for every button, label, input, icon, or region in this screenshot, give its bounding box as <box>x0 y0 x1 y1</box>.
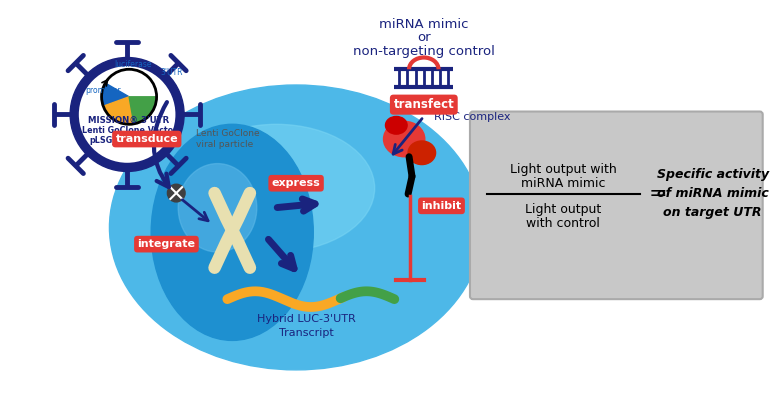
Text: =: = <box>648 184 667 204</box>
Text: Light output: Light output <box>525 203 601 216</box>
Text: integrate: integrate <box>137 239 196 249</box>
Circle shape <box>76 63 178 165</box>
Text: transfect: transfect <box>393 98 454 111</box>
Ellipse shape <box>385 116 407 134</box>
Text: Lenti GoClone
viral particle: Lenti GoClone viral particle <box>196 129 260 149</box>
Text: Lenti GoClone Vector: Lenti GoClone Vector <box>82 126 176 135</box>
Wedge shape <box>129 97 157 124</box>
Circle shape <box>70 57 184 171</box>
Ellipse shape <box>178 163 257 252</box>
Text: pLSG_UTR_RenSP: pLSG_UTR_RenSP <box>90 136 168 145</box>
Text: transduce: transduce <box>115 134 178 144</box>
Text: inhibit: inhibit <box>421 201 462 211</box>
Text: Transcript: Transcript <box>278 327 333 338</box>
Text: with control: with control <box>526 217 601 230</box>
Text: express: express <box>271 178 321 188</box>
Text: 3'UTR: 3'UTR <box>161 68 183 77</box>
Circle shape <box>168 184 185 202</box>
Ellipse shape <box>408 141 435 165</box>
Ellipse shape <box>109 85 483 370</box>
Text: Light output with: Light output with <box>510 163 617 176</box>
Text: or: or <box>417 31 431 44</box>
Ellipse shape <box>178 124 374 252</box>
Wedge shape <box>101 83 129 106</box>
Text: Hybrid LUC-3'UTR: Hybrid LUC-3'UTR <box>257 314 356 324</box>
Text: non-targeting control: non-targeting control <box>353 45 495 58</box>
Text: RISC complex: RISC complex <box>434 112 510 123</box>
Wedge shape <box>103 97 134 124</box>
Text: promoter: promoter <box>86 86 121 95</box>
Ellipse shape <box>151 124 314 340</box>
Ellipse shape <box>384 121 425 157</box>
Text: Specific activity
of miRNA mimic
on target UTR: Specific activity of miRNA mimic on targ… <box>657 168 768 219</box>
Text: miRNA mimic: miRNA mimic <box>379 18 469 31</box>
Text: MISSION® 3'UTR: MISSION® 3'UTR <box>88 116 170 125</box>
FancyBboxPatch shape <box>470 112 763 299</box>
Text: luciferase: luciferase <box>115 60 152 69</box>
Text: miRNA mimic: miRNA mimic <box>521 177 605 190</box>
